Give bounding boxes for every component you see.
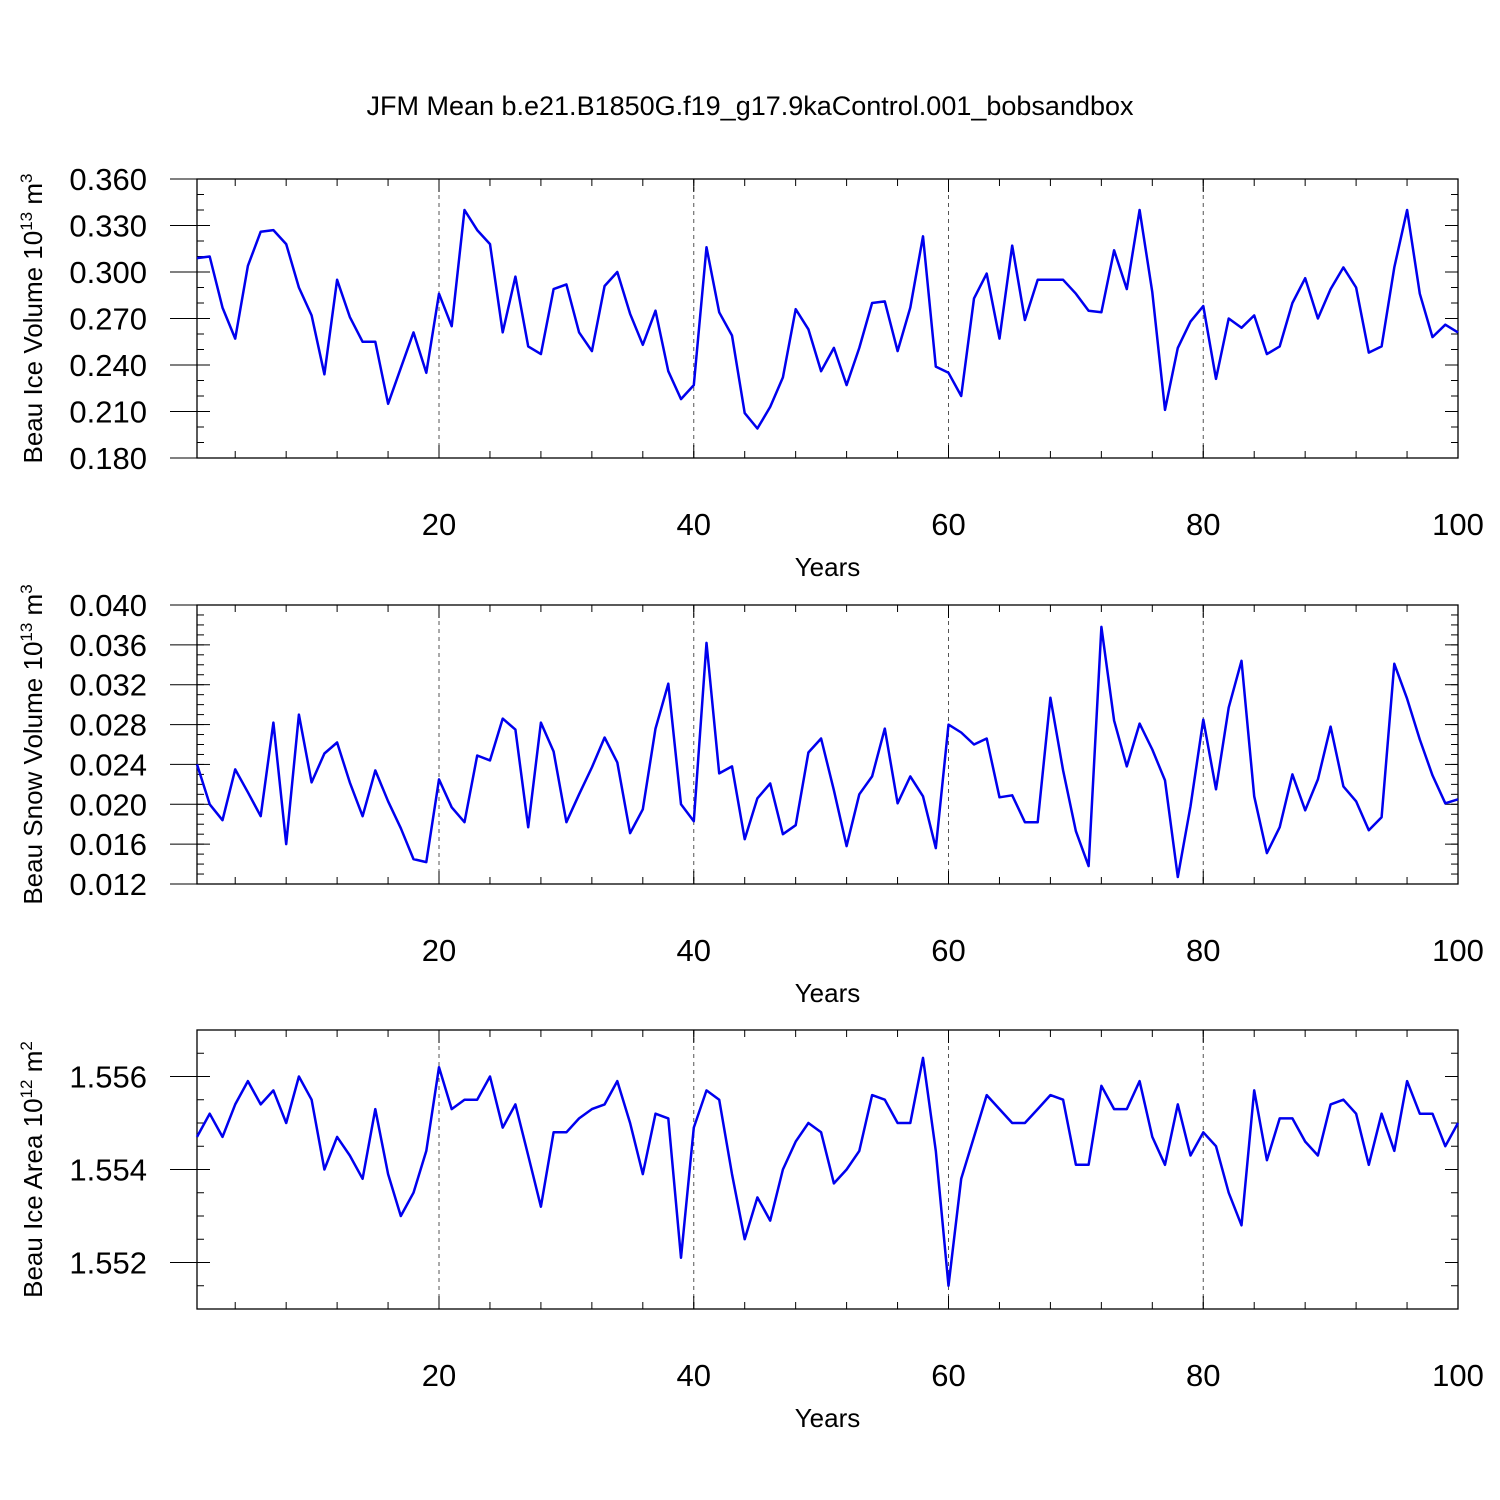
- y-axis-label-unit-exponent: 3: [17, 174, 36, 183]
- y-tick-label: 0.300: [69, 255, 147, 290]
- y-tick-label: 0.028: [69, 708, 147, 743]
- x-tick-label: 60: [931, 933, 965, 968]
- series-line: [195, 625, 1459, 879]
- series-line: [195, 1056, 1460, 1287]
- y-tick-label: 0.020: [69, 787, 147, 822]
- y-tick-label: 1.556: [69, 1060, 147, 1095]
- x-tick-label: 20: [422, 507, 456, 542]
- x-tick-label: 80: [1186, 933, 1220, 968]
- x-tick-label: 100: [1432, 933, 1484, 968]
- y-axis-label-text: Beau Ice Volume 10: [18, 231, 48, 464]
- y-axis-label: Beau Snow Volume 1013 m3: [17, 584, 48, 904]
- y-tick-label: 0.032: [69, 668, 147, 703]
- y-tick-label: 0.360: [69, 162, 147, 197]
- plot-frame: [196, 178, 1459, 459]
- x-tick-label: 80: [1186, 1358, 1220, 1393]
- x-axis-label: Years: [795, 978, 861, 1008]
- y-axis-label-text: Beau Ice Area 10: [18, 1098, 48, 1297]
- x-tick-label: 60: [931, 1358, 965, 1393]
- y-tick-label: 0.330: [69, 209, 147, 244]
- y-tick-label: 1.552: [69, 1246, 147, 1281]
- y-tick-label: 0.012: [69, 867, 147, 902]
- y-axis-label: Beau Ice Volume 1013 m3: [17, 174, 48, 464]
- y-tick-label: 0.016: [69, 827, 147, 862]
- y-tick-label: 0.024: [69, 747, 147, 782]
- plot-frame: [196, 604, 1459, 885]
- x-tick-label: 100: [1432, 1358, 1484, 1393]
- panel-2: 20 40 60 80 100 0.012 0.016 0.020 0.024 0.028 0.03…: [17, 584, 1484, 1008]
- panel-3: 20 40 60 80 100 1.552 1.554 1.556 Years Beau Ice …: [17, 1029, 1484, 1433]
- panel-1: 20 40 60 80 100 0.180 0.210 0.240 0.270 0.300 0.33…: [17, 162, 1484, 582]
- y-axis-label-text: Beau Snow Volume 10: [18, 642, 48, 905]
- y-axis-label-unit-exponent: 2: [17, 1041, 36, 1050]
- x-axis-label: Years: [795, 1403, 861, 1433]
- y-axis-label-unit: m: [18, 183, 48, 212]
- x-tick-label: 20: [422, 933, 456, 968]
- y-tick-label: 0.240: [69, 348, 147, 383]
- figure-title: JFM Mean b.e21.B1850G.f19_g17.9kaControl…: [366, 91, 1134, 121]
- y-tick-label: 0.040: [69, 588, 147, 623]
- y-axis-label: Beau Ice Area 1012 m2: [17, 1041, 48, 1298]
- x-tick-label: 100: [1432, 507, 1484, 542]
- x-tick-label: 40: [677, 507, 711, 542]
- x-axis-label: Years: [795, 552, 861, 582]
- y-axis-label-unit: m: [18, 594, 48, 623]
- y-axis-label-exponent: 13: [17, 212, 36, 231]
- series-line: [196, 208, 1459, 430]
- y-tick-label: 0.036: [69, 628, 147, 663]
- y-axis-label-unit-exponent: 3: [17, 584, 36, 593]
- x-tick-label: 20: [422, 1358, 456, 1393]
- x-tick-label: 40: [677, 933, 711, 968]
- y-axis-label-exponent: 12: [17, 1079, 36, 1098]
- y-axis-label-unit: m: [18, 1051, 48, 1080]
- y-axis-label-exponent: 13: [17, 623, 36, 642]
- y-tick-label: 0.210: [69, 395, 147, 430]
- x-tick-label: 60: [931, 507, 965, 542]
- x-tick-label: 80: [1186, 507, 1220, 542]
- plot-frame: [196, 1029, 1459, 1310]
- y-tick-label: 0.180: [69, 441, 147, 476]
- x-tick-label: 40: [677, 1358, 711, 1393]
- y-tick-label: 0.270: [69, 302, 147, 337]
- y-tick-label: 1.554: [69, 1153, 147, 1188]
